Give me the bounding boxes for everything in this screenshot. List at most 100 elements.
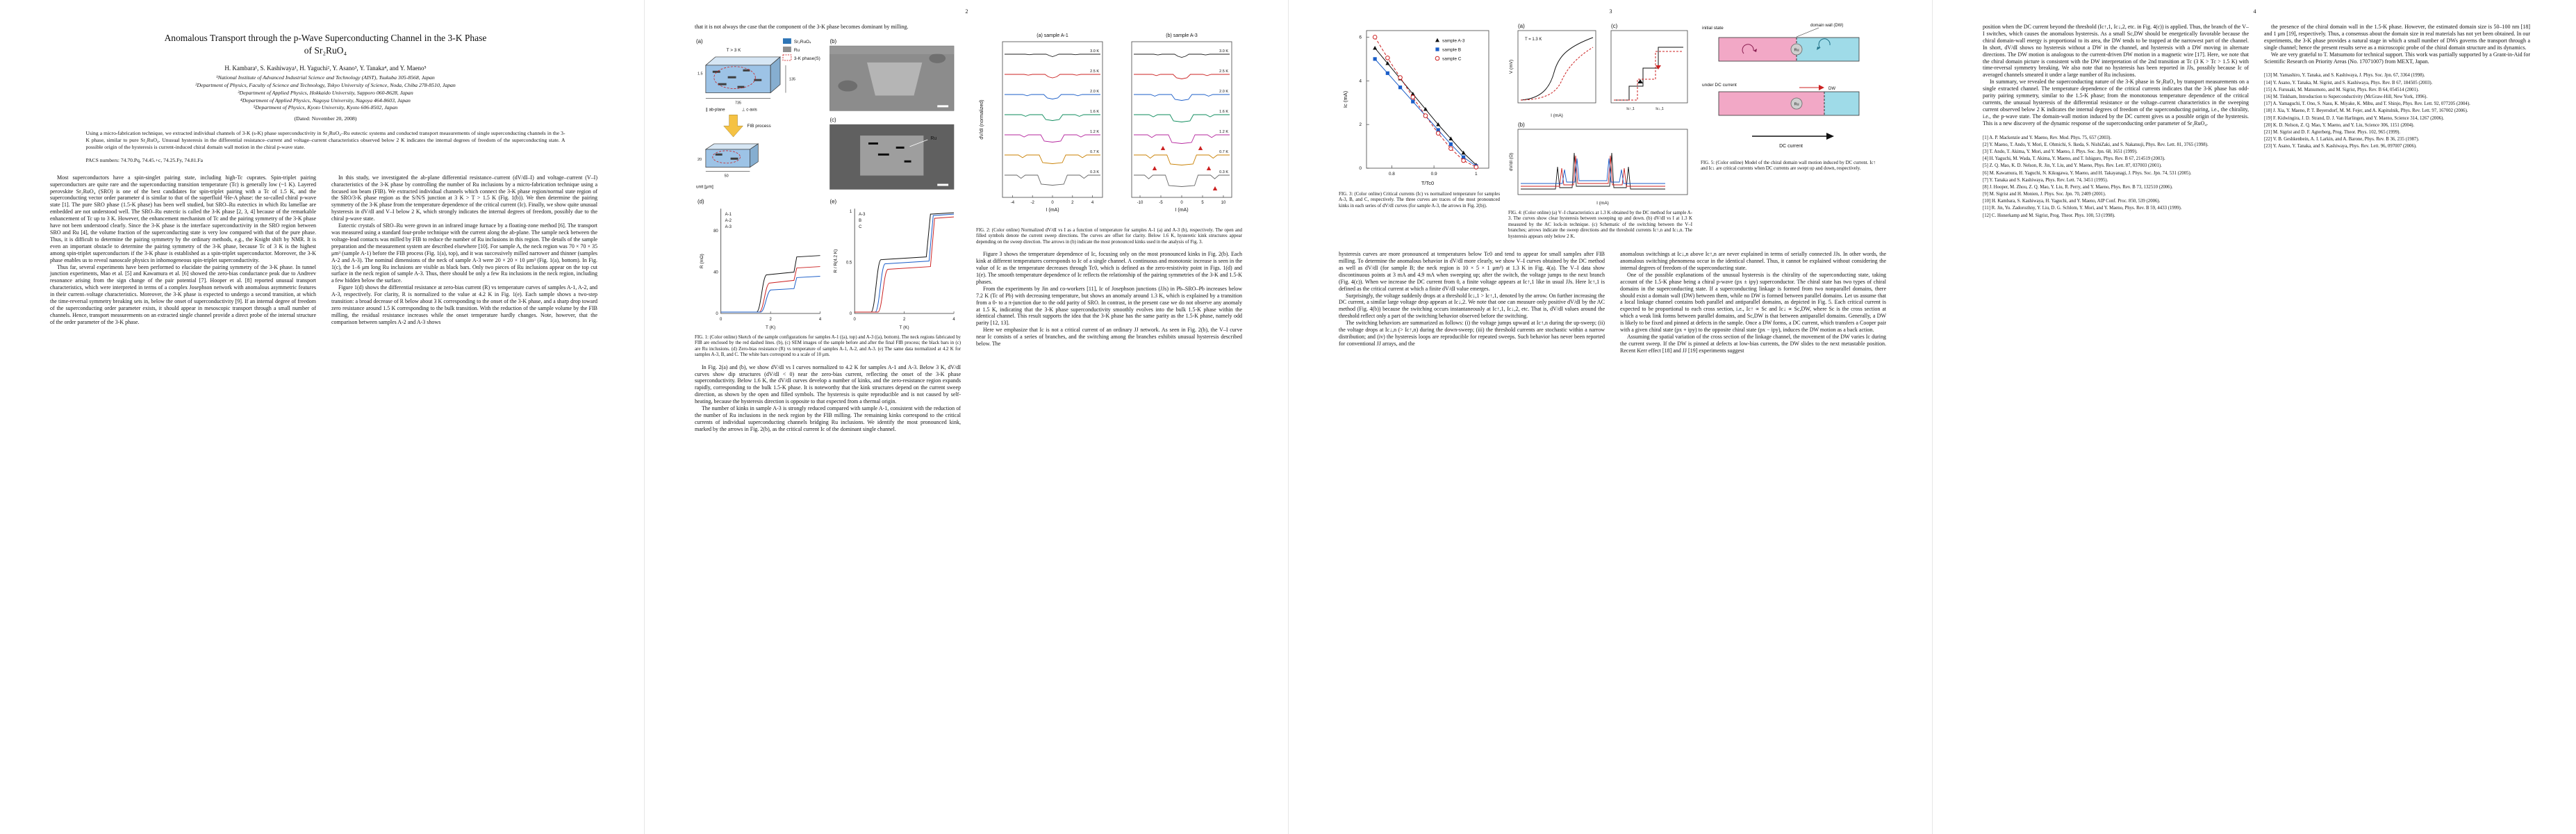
- fig2-temp-label: 2.5 K: [1219, 70, 1228, 74]
- page-2-right-text: Figure 3 shows the temperature dependenc…: [976, 251, 1242, 348]
- fib-arrow-icon: [723, 114, 743, 138]
- fig3-legend-label: sample B: [1442, 48, 1461, 53]
- paragraph: From the experiments by Jin and co-worke…: [976, 285, 1242, 327]
- page-4-content: position when the DC current beyond the …: [1983, 18, 2534, 819]
- tick-label: 0: [1051, 201, 1054, 205]
- author-list: H. Kambara¹, S. Kashiwaya¹, H. Yaguchi²,…: [224, 65, 427, 72]
- abstract: Using a micro-fabrication technique, we …: [85, 130, 565, 150]
- page-2-left-column: that it is not always the case that the …: [695, 24, 961, 433]
- figure-1: (a) Sr₂RuO₄ Ru 3-K phase(S) T > 3 K: [695, 35, 961, 333]
- reference-item: [6] M. Kawamura, H. Yaguchi, N. Kikugawa…: [1983, 170, 2192, 176]
- page-2-right-column: (a) sample A-1 -4 -2 0 2 4 I (mA) 3.0 K 2.5 K 2.0…: [976, 24, 1242, 433]
- fig1-panel-a: (a) Sr₂RuO₄ Ru 3-K phase(S) T > 3 K: [696, 38, 820, 189]
- tick-label: 10: [1221, 201, 1226, 205]
- fig1-label-fib: FIB process: [747, 124, 770, 129]
- tick-label: 2: [769, 318, 771, 322]
- legend-label: A-3: [725, 225, 732, 229]
- affiliation: ⁵Department of Physics, Kyoto University…: [253, 104, 398, 111]
- dc-current-arrow-icon: [1826, 133, 1834, 140]
- reference-item: [11] R. Jin, Yu. Zadorozhny, Y. Liu, D. …: [1983, 206, 2182, 211]
- fig2-curve: [1134, 94, 1230, 101]
- fig2-panel-frame: [1002, 41, 1103, 198]
- fig3-marker: [1410, 91, 1415, 96]
- figure-2: (a) sample A-1 -4 -2 0 2 4 I (mA) 3.0 K 2.5 K 2.0…: [976, 28, 1242, 226]
- reference-item: [3] T. Ando, T. Akima, Y. Mori, and Y. M…: [1983, 149, 2138, 154]
- page-2-content: that it is not always the case that the …: [695, 18, 1246, 819]
- fig3-marker: [1435, 38, 1439, 42]
- affiliation-list: ¹National Institute of Advanced Industri…: [50, 74, 601, 112]
- legend-label: A-3: [859, 213, 866, 217]
- fig3-marker: [1461, 158, 1466, 163]
- reference-item: [1] A. P. Mackenzie and Y. Maeno, Rev. M…: [1983, 135, 2112, 140]
- tick-label: 0.9: [1431, 172, 1437, 177]
- fig5-ru-label-2: Ru: [1794, 103, 1799, 107]
- fig2-panel-frame: [1131, 41, 1232, 198]
- fig5-bar-initial: Ru: [1718, 37, 1860, 62]
- figure-4-graphic: (a) T = 1.3 K V (mV) (c): [1509, 23, 1688, 206]
- page-3-right-text: One of the possible explanations of the …: [1620, 272, 1886, 354]
- fig4-label-a: (a): [1518, 23, 1525, 29]
- page-3-content: 0.8 0.9 1 0 2 4 6 sample A-3 sample B sample C T/T…: [1339, 18, 1890, 819]
- fig1-label-b: (b): [829, 38, 836, 44]
- figure-4-caption: FIG. 4: (Color online) (a) V–I character…: [1508, 211, 1692, 239]
- reference-item: [2] Y. Maeno, T. Ando, Y. Mori, E. Ohmic…: [1983, 142, 2208, 147]
- paragraph: In summary, we revealed the superconduct…: [1983, 79, 2249, 126]
- tick-label: 1: [1475, 172, 1478, 177]
- fig2-xlabel: I (mA): [1046, 208, 1059, 213]
- fig1-label-c: (c): [829, 117, 836, 123]
- fig4-xlabel-2: I (mA): [1596, 201, 1609, 206]
- fig4-panel-b: (b) dV/dI (Ω): [1509, 122, 1688, 195]
- tick-label: 6: [1359, 35, 1362, 40]
- paragraph: Thus far, several experiments have been …: [50, 263, 316, 325]
- reference-item: [8] J. Hooper, M. Zhou, Z. Q. Mao, Y. Li…: [1983, 184, 2173, 190]
- reference-item: [10] H. Kambara, S. Kashiwaya, H. Yaguch…: [1983, 199, 2161, 204]
- fig2-temp-label: 1.6 K: [1219, 110, 1228, 114]
- page-number: 2: [965, 8, 968, 15]
- fig2-curve: [1005, 174, 1100, 186]
- reference-item: [23] Y. Asano, Y. Tanaka, and S. Kashiwa…: [2264, 144, 2417, 149]
- fig3-marker: [1423, 113, 1428, 118]
- reference-item: [15] A. Furusaki, M. Matsumoto, and M. S…: [2264, 87, 2419, 92]
- fig3-marker: [1435, 47, 1439, 51]
- paragraph: Figure 1(d) shows the differential resis…: [331, 284, 597, 325]
- fig3-marker: [1398, 85, 1403, 90]
- tick-label: 4: [1091, 201, 1094, 205]
- tick-label: 0: [716, 312, 718, 316]
- paragraph: Assuming the spatial variation of the cr…: [1620, 333, 1886, 354]
- dw-motion-arrow-icon: [1819, 85, 1824, 90]
- tick-label: 80: [713, 229, 718, 234]
- legend-label: C: [859, 225, 862, 229]
- fig3-marker: [1435, 56, 1440, 61]
- fig2-curve: [1005, 134, 1100, 142]
- fig3-marker: [1448, 136, 1453, 140]
- paper-title-line1: Anomalous Transport through the p-Wave S…: [164, 33, 487, 43]
- fig4-temp-label: T = 1.3 K: [1525, 38, 1542, 42]
- fig2-curve: [1005, 74, 1100, 79]
- fig2-curve: [1134, 114, 1230, 122]
- fig2-temp-label: 3.0 K: [1090, 49, 1099, 54]
- reference-item: [20] K. D. Nelson, Z. Q. Mao, Y. Maeno, …: [2264, 122, 2415, 128]
- tick-label: 40: [713, 270, 718, 275]
- fig2-temp-label: 2.0 K: [1219, 90, 1228, 94]
- fig2-curve: [1005, 154, 1100, 164]
- tick-label: 0.5: [846, 261, 852, 265]
- affiliation: ²Department of Physics, Faculty of Scien…: [195, 82, 456, 89]
- chirality-arrow-icon: [1753, 49, 1757, 52]
- fig1-dim-135: 135: [789, 78, 795, 82]
- fig3-series-line: [1374, 47, 1477, 165]
- fig3-marker: [1373, 57, 1377, 61]
- fig5-initial-label: initial state: [1702, 26, 1724, 31]
- tick-label: 1: [850, 210, 852, 214]
- fig3-marker: [1411, 99, 1415, 104]
- fig2-xlabel: I (mA): [1175, 208, 1188, 213]
- fig2-kink-arrow-icon: [1206, 166, 1212, 170]
- affiliation: ¹National Institute of Advanced Industri…: [216, 74, 435, 81]
- fig4-icdn-label: Ic↓,1: [1656, 107, 1664, 111]
- figure-5: initial state domain wall (DW) Ru: [1701, 19, 1876, 178]
- fig1-legend-sro: Sr₂RuO₄: [794, 40, 811, 44]
- figure-1-graphic: (a) Sr₂RuO₄ Ru 3-K phase(S) T > 3 K: [696, 38, 955, 330]
- page-3-left-column: hysteresis curves are more pronounced at…: [1339, 251, 1605, 354]
- fig4-icup-label: Ic↑,1: [1626, 107, 1635, 111]
- paragraph: Eutectic crystals of SRO–Ru were grown i…: [331, 222, 597, 284]
- fig1-e-ylabel: R / R(4.2 K): [833, 250, 838, 273]
